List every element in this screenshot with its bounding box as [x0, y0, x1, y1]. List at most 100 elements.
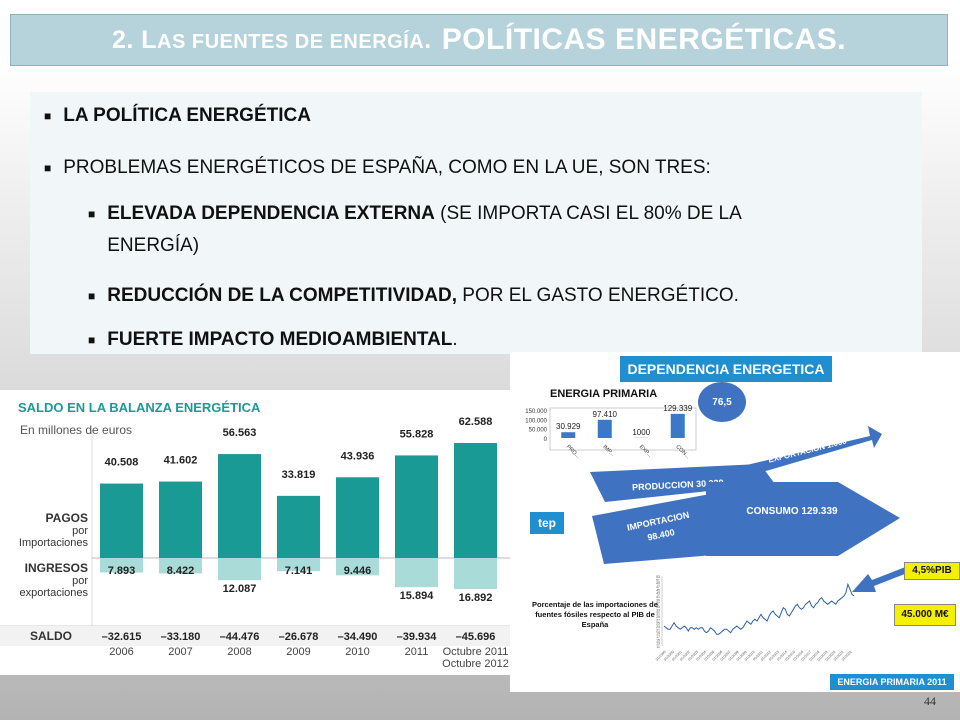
ingresos-bar: [277, 558, 320, 572]
line-chart-xtick: 01/2020: [825, 650, 837, 662]
pagos-value-label: 56.563: [223, 427, 257, 439]
ingresos-bar: [218, 558, 261, 581]
line-chart-xtick: 01/2005: [703, 650, 715, 662]
line-chart-xtick: 01/2000: [663, 650, 675, 662]
bullet-competitividad: ■ REDUCCIÓN DE LA COMPETITIVIDAD, POR EL …: [88, 285, 739, 306]
line-chart-ytick: 23: [656, 625, 660, 629]
ingresos-value-label: 12.087: [223, 583, 257, 595]
consumo-label: CONSUMO 129.339: [746, 506, 838, 517]
cost-tag: 45.000 M€: [894, 604, 956, 626]
dependencia-header: DEPENDENCIA ENERGETICA: [620, 356, 832, 382]
pagos-bar: [395, 455, 438, 558]
primaria-ytick: 50.000: [529, 428, 548, 434]
ingresos-value-label: 16.892: [459, 592, 493, 604]
saldo-value-label: –34.490: [338, 631, 378, 643]
line-chart-ytick: 29: [656, 615, 660, 619]
produccion-label: PRODUCCION 30.929: [632, 478, 724, 493]
saldo-value-label: –32.615: [102, 631, 142, 643]
primaria-value-label: 30.929: [556, 422, 581, 431]
balance-chart-svg: 40.508 7.893 –32.615 2006 41.602 8.422 –33.180…: [0, 416, 512, 670]
dependencia-svg: 150.000100.00050.000030.929PRO...97.410I…: [525, 382, 910, 662]
primaria-chart-title: ENERGIA PRIMARIA: [550, 388, 658, 400]
bullet-panel: ■ LA POLÍTICA ENERGÉTICA ■ PROBLEMAS ENERG…: [30, 92, 922, 354]
line-chart-xtick: 01/2011: [752, 650, 764, 662]
line-chart-xtick: 01/2002: [679, 650, 691, 662]
saldo-row-label: SALDO: [30, 629, 72, 643]
line-chart-xtick: 01/2004: [695, 650, 707, 662]
line-chart-ytick: 17: [656, 635, 660, 639]
ingresos-row-label: por: [72, 575, 88, 587]
year-label: 2007: [168, 646, 192, 658]
ingresos-bar: [336, 558, 379, 576]
line-chart-xtick: 01/2022: [841, 650, 853, 662]
ingresos-bar: [159, 558, 202, 574]
line-chart-ytick: 51: [656, 578, 660, 582]
footer-tag: ENERGIA PRIMARIA 2011: [830, 674, 954, 690]
ingresos-bar: [454, 558, 497, 590]
line-chart-ytick: 39: [656, 598, 660, 602]
line-chart-ytick: 37: [656, 602, 660, 606]
pagos-bar: [100, 483, 143, 558]
pagos-bar: [454, 443, 497, 558]
ingresos-bar: [395, 558, 438, 588]
ingresos-row-label: exportaciones: [20, 587, 89, 599]
line-chart-ytick: 49: [656, 582, 660, 586]
line-chart-xtick: 01/1999: [655, 650, 667, 662]
line-chart-xtick: 01/2007: [720, 650, 732, 662]
line-chart-ytick: 45: [656, 588, 660, 592]
balance-chart-subtitle: En millones de euros: [20, 423, 133, 437]
line-chart-ytick: 11: [656, 645, 660, 649]
line-chart-xtick: 01/2001: [671, 650, 683, 662]
produccion-arrow: [590, 464, 775, 502]
ingresos-value-label: 8.422: [167, 565, 195, 577]
tep-badge: tep: [530, 512, 564, 534]
line-chart-ytick: 47: [656, 585, 660, 589]
line-chart-ytick: 27: [656, 618, 660, 622]
line-chart-ytick: 21: [656, 628, 660, 632]
line-chart-xtick: 01/2016: [792, 650, 804, 662]
primaria-value-label: 129.339: [663, 404, 692, 413]
line-chart-ytick: 41: [656, 595, 660, 599]
line-chart-ytick: 25: [656, 622, 660, 626]
line-chart-ytick: 33: [656, 608, 660, 612]
title-part2: POLÍTICAS ENERGÉTICAS.: [441, 23, 847, 56]
pagos-value-label: 43.936: [341, 450, 375, 462]
bullet-impacto: ■ FUERTE IMPACTO MEDIOAMBIENTAL.: [88, 329, 458, 350]
year-label: 2008: [227, 646, 251, 658]
line-chart-xtick: 01/2017: [800, 650, 812, 662]
pagos-row-label: por: [72, 525, 88, 537]
line-chart-ytick: 19: [656, 632, 660, 636]
year-label: 2010: [345, 646, 369, 658]
balance-chart-title: SALDO EN LA BALANZA ENERGÉTICA: [18, 400, 261, 415]
ingresos-value-label: 9.446: [344, 565, 372, 577]
pagos-row-label: PAGOS: [46, 511, 88, 525]
pagos-value-label: 62.588: [459, 416, 493, 428]
year-label: Octubre 2012: [442, 658, 509, 670]
line-chart-xtick: 01/2013: [768, 650, 780, 662]
line-chart-xtick: 01/2014: [776, 650, 788, 662]
saldo-value-label: –39.934: [397, 631, 438, 643]
line-chart-xtick: 01/2003: [687, 650, 699, 662]
pagos-bar: [336, 477, 379, 558]
primaria-bar: [561, 432, 576, 438]
line-chart-ytick: 15: [656, 638, 660, 642]
line-chart-ytick: 35: [656, 605, 660, 609]
pagos-bar: [277, 495, 320, 558]
peak-pointer-arrow: [852, 566, 910, 592]
title-part1: 2. LAS FUENTES DE ENERGÍA.: [111, 25, 432, 54]
exportacion-arrow: [734, 426, 882, 478]
pib-tag: 4,5%PIB: [904, 562, 960, 580]
pagos-value-label: 40.508: [105, 457, 139, 469]
pct-pib-label: Porcentaje de las importaciones de fuent…: [532, 600, 658, 629]
page-number: 44: [924, 694, 936, 708]
saldo-row-bg: [0, 626, 512, 646]
bullet-problemas: ■ PROBLEMAS ENERGÉTICOS DE ESPAÑA, COMO E…: [44, 157, 711, 178]
saldo-value-label: –44.476: [220, 631, 260, 643]
pagos-value-label: 33.819: [282, 469, 316, 481]
line-chart-xtick: 01/2010: [744, 650, 756, 662]
ingresos-value-label: 15.894: [400, 590, 435, 602]
ingresos-value-label: 7.141: [285, 565, 313, 577]
primaria-value-label: 1000: [632, 428, 650, 437]
dependence-circle-value: 76,5: [712, 397, 732, 408]
saldo-value-label: –45.696: [456, 631, 496, 643]
